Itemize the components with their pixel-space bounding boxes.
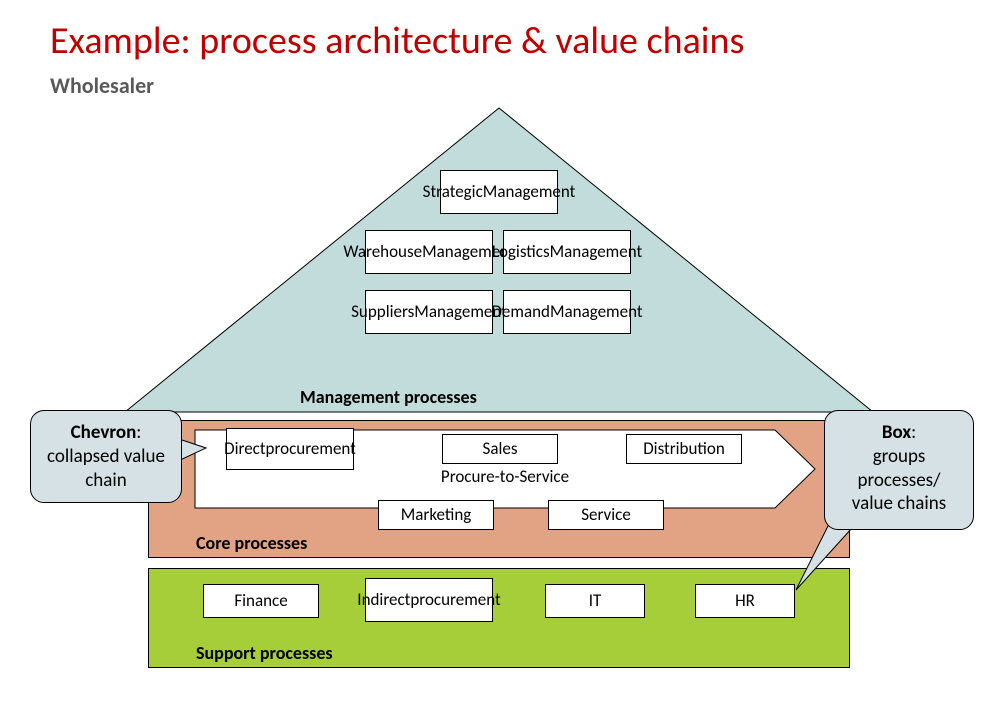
support-box-0: Finance [203, 584, 319, 618]
page-subtitle: Wholesaler [50, 72, 154, 99]
box-callout: Box: groups processes/ value chains [824, 410, 974, 530]
management-section-label: Management processes [300, 386, 477, 408]
chevron-callout: Chevron: collapsed value chain [30, 410, 182, 503]
callout-bold: Box [882, 421, 911, 444]
process-architecture-diagram: Procure-to-Service StrategicManagement Wa… [0, 100, 998, 710]
core-section-label: Core processes [196, 532, 307, 554]
management-box-0: StrategicManagement [440, 170, 558, 214]
support-box-1: Indirectprocurement [365, 578, 493, 622]
core-box-top-2: Distribution [626, 434, 742, 464]
core-box-bottom-1: Service [548, 500, 664, 530]
management-box-2: LogisticsManagement [503, 230, 631, 274]
management-box-4: DemandManagement [503, 290, 631, 334]
callout-bold: Chevron [71, 421, 137, 444]
management-box-3: SuppliersManagement [365, 290, 493, 334]
support-box-2: IT [545, 584, 645, 618]
core-box-top-0: Directprocurement [226, 428, 354, 470]
support-box-3: HR [695, 584, 795, 618]
support-section-label: Support processes [196, 642, 333, 664]
core-box-top-1: Sales [442, 434, 558, 464]
management-box-1: WarehouseManagement [365, 230, 493, 274]
page-title: Example: process architecture & value ch… [50, 18, 744, 64]
core-box-bottom-0: Marketing [378, 500, 494, 530]
chevron-label: Procure-to-Service [345, 466, 665, 487]
